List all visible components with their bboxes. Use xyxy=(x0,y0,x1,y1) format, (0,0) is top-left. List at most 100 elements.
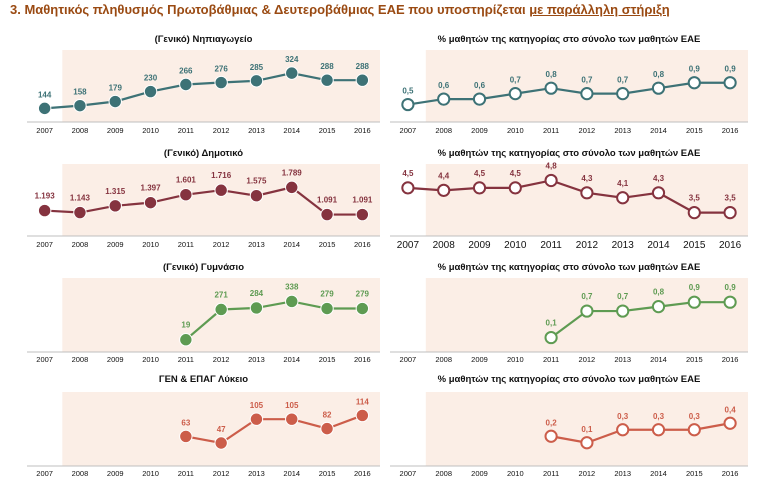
x-tick-label: 2016 xyxy=(354,469,371,478)
data-label: 114 xyxy=(356,397,369,406)
x-tick-label: 2011 xyxy=(178,240,194,249)
x-tick-label: 2014 xyxy=(647,240,670,251)
x-tick-label: 2009 xyxy=(471,355,488,364)
data-label: 1.397 xyxy=(141,184,162,193)
data-point xyxy=(285,294,299,309)
x-tick-label: 2008 xyxy=(72,240,89,249)
data-point xyxy=(214,436,228,450)
chart-title: % μαθητών της κατηγορίας στο σύνολο των … xyxy=(438,148,701,159)
data-label: 0,9 xyxy=(725,283,737,292)
data-point xyxy=(616,423,630,437)
data-label: 1.789 xyxy=(282,168,303,177)
chart-title: ΓΕΝ & ΕΠΑΓ Λύκειο xyxy=(159,374,248,385)
x-tick-label: 2010 xyxy=(142,355,159,364)
data-point xyxy=(355,408,370,423)
data-point xyxy=(437,92,451,106)
chart-title: (Γενικό) Νηπιαγωγείο xyxy=(155,34,253,45)
chart-gym-pct: % μαθητών της κατηγορίας στο σύνολο των … xyxy=(390,262,748,364)
x-tick-label: 2014 xyxy=(283,240,300,249)
data-label: 0,9 xyxy=(689,283,701,292)
x-tick-label: 2012 xyxy=(213,469,230,478)
data-point xyxy=(320,207,334,222)
data-point xyxy=(651,81,666,95)
data-label: 179 xyxy=(109,84,123,93)
data-point xyxy=(179,429,193,444)
x-tick-label: 2012 xyxy=(579,355,596,364)
data-label: 0,7 xyxy=(581,292,593,301)
data-point xyxy=(108,94,122,109)
x-tick-label: 2013 xyxy=(614,355,631,364)
data-point xyxy=(143,84,158,99)
data-label: 19 xyxy=(181,321,190,330)
series-line xyxy=(44,72,363,110)
x-tick-label: 2014 xyxy=(650,355,667,364)
chart-title: % μαθητών της κατηγορίας στο σύνολο των … xyxy=(438,34,701,45)
x-tick-label: 2012 xyxy=(213,126,230,135)
x-tick-label: 2010 xyxy=(142,126,159,135)
x-tick-label: 2008 xyxy=(72,355,89,364)
data-point xyxy=(580,436,594,450)
data-point xyxy=(285,66,299,80)
x-tick-label: 2010 xyxy=(507,355,524,364)
data-point xyxy=(355,301,370,316)
data-point xyxy=(687,205,701,220)
data-point xyxy=(508,87,522,101)
data-label: 1.091 xyxy=(317,196,338,205)
x-tick-label: 2007 xyxy=(397,240,420,251)
x-tick-label: 2016 xyxy=(354,126,371,135)
data-label: 324 xyxy=(285,55,299,64)
data-point xyxy=(320,301,334,316)
data-label: 0,1 xyxy=(581,425,593,434)
data-point xyxy=(401,181,415,195)
series-line xyxy=(44,186,363,216)
data-point xyxy=(616,191,630,205)
data-label: 1.716 xyxy=(211,171,232,180)
data-label: 4,3 xyxy=(581,174,593,183)
data-point xyxy=(249,189,264,203)
data-label: 284 xyxy=(250,289,264,298)
data-point xyxy=(249,74,264,88)
data-label: 4,8 xyxy=(546,161,558,170)
data-label: 47 xyxy=(217,425,226,434)
x-tick-label: 2014 xyxy=(283,355,300,364)
data-point xyxy=(544,330,558,345)
data-label: 4,5 xyxy=(474,169,486,178)
x-tick-label: 2016 xyxy=(722,126,739,135)
x-tick-label: 2016 xyxy=(722,469,739,478)
data-label: 0,6 xyxy=(438,81,450,90)
x-tick-label: 2007 xyxy=(36,240,53,249)
data-label: 0,9 xyxy=(689,65,701,74)
data-point xyxy=(508,181,522,195)
data-point xyxy=(179,333,193,347)
x-tick-label: 2010 xyxy=(142,240,159,249)
series-line xyxy=(407,179,731,214)
x-tick-label: 2016 xyxy=(354,355,371,364)
data-point xyxy=(687,76,701,90)
chart-title: % μαθητών της κατηγορίας στο σύνολο των … xyxy=(438,262,701,273)
data-label: 288 xyxy=(356,62,370,71)
x-tick-label: 2011 xyxy=(178,355,194,364)
data-label: 0,7 xyxy=(510,76,522,85)
data-point xyxy=(320,421,334,436)
data-point xyxy=(723,295,737,309)
data-label: 4,1 xyxy=(617,179,629,188)
chart-gym-count: (Γενικό) Γυμνάσιο 2007 2008 2009 2010 2011 201… xyxy=(27,262,381,364)
page-title-underlined: με παράλληλη στήριξη xyxy=(529,2,670,17)
data-point xyxy=(651,423,666,437)
x-tick-label: 2008 xyxy=(433,240,456,251)
data-label: 158 xyxy=(73,88,87,97)
x-tick-label: 2010 xyxy=(142,469,159,478)
data-label: 0,9 xyxy=(725,65,737,74)
data-point xyxy=(73,205,87,220)
x-tick-label: 2014 xyxy=(283,126,300,135)
data-point xyxy=(437,183,451,197)
data-point xyxy=(320,73,334,87)
data-point xyxy=(143,195,158,210)
x-tick-label: 2011 xyxy=(178,126,194,135)
data-label: 279 xyxy=(320,290,334,299)
data-point xyxy=(544,81,558,95)
data-label: 3,5 xyxy=(689,194,701,203)
x-tick-label: 2013 xyxy=(248,240,265,249)
data-label: 230 xyxy=(144,74,158,83)
x-tick-label: 2009 xyxy=(107,126,124,135)
